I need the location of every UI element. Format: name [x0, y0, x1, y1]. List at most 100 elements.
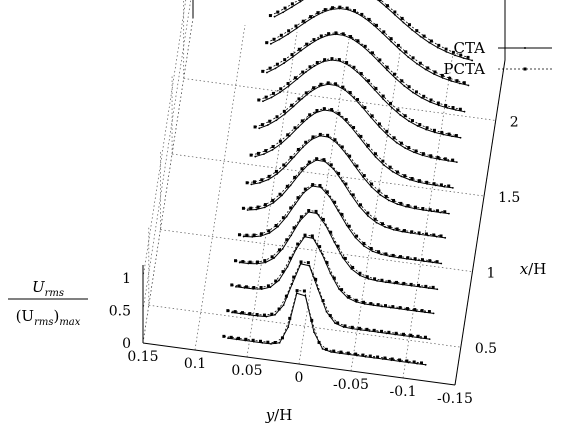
pcta-point: [256, 205, 260, 209]
cta-point: [272, 201, 275, 204]
pcta-point: [387, 279, 391, 283]
cta-line: [243, 185, 442, 265]
cta-point: [424, 311, 426, 314]
pcta-point: [394, 331, 398, 335]
cta-point: [380, 253, 383, 256]
cta-point: [295, 292, 298, 295]
cta-point: [366, 214, 369, 217]
pcta-point: [439, 234, 443, 238]
pcta-point: [454, 134, 458, 138]
grid: [142, 0, 506, 386]
cta-point: [360, 44, 363, 47]
cta-point: [290, 6, 293, 9]
cta-point: [463, 110, 466, 113]
pcta-point: [282, 109, 286, 113]
y-axis-label: x/H: [520, 260, 547, 278]
cta-point: [441, 77, 444, 79]
pcta-point: [329, 163, 333, 167]
pcta-point: [398, 358, 402, 362]
pcta-point: [309, 15, 313, 19]
pcta-point: [413, 257, 417, 261]
pcta-point: [244, 285, 248, 289]
cta-point: [289, 184, 292, 187]
cta-point: [325, 310, 328, 313]
y-tick-label: 2: [510, 114, 519, 130]
pcta-point: [286, 133, 290, 137]
pcta-point: [337, 171, 341, 175]
cta-point: [278, 38, 281, 41]
pcta-point: [428, 208, 432, 212]
pcta-point: [318, 132, 322, 136]
pcta-point: [424, 284, 428, 288]
pcta-point: [417, 179, 421, 183]
pcta-point: [308, 113, 312, 117]
pcta-point: [237, 233, 241, 237]
pcta-point: [241, 206, 245, 210]
profile-x-0: [222, 289, 427, 366]
pcta-point: [366, 143, 370, 147]
y-tick-label: 1: [486, 266, 495, 282]
cta-point: [238, 261, 241, 264]
cta-point: [416, 125, 419, 127]
cta-point: [445, 50, 448, 53]
grid-line-x-3: [183, 78, 496, 121]
profile-x-4: [237, 183, 443, 265]
profiles: [222, 0, 474, 366]
cta-point: [314, 111, 317, 114]
grid-line-x-2: [172, 153, 485, 197]
cta-point: [447, 159, 450, 162]
x-tick-label: 0.1: [184, 356, 206, 372]
cta-point: [428, 338, 431, 341]
pcta-point: [374, 23, 378, 27]
pcta-point: [365, 275, 369, 279]
pcta-point: [395, 227, 399, 231]
pcta-point: [245, 181, 249, 185]
grid-line-x-1: [160, 229, 473, 272]
pcta-point: [289, 206, 293, 210]
pcta-point: [383, 356, 387, 360]
pcta-line: [254, 82, 453, 161]
pcta-point: [345, 61, 349, 65]
frame-front-edge: [142, 342, 456, 386]
cta-point: [451, 135, 453, 138]
cta-point: [353, 164, 356, 167]
pcta-point: [259, 232, 263, 236]
pcta-point: [300, 119, 304, 123]
cta-line: [274, 0, 473, 61]
pcta-line: [231, 234, 430, 312]
pcta-point: [315, 61, 319, 65]
cta-point: [359, 274, 361, 277]
cta-point: [404, 147, 407, 150]
pcta-point: [415, 29, 419, 33]
pcta-line: [227, 261, 426, 338]
pcta-point: [325, 261, 329, 265]
pcta-point: [274, 224, 278, 228]
pcta-point: [377, 250, 381, 254]
pcta-point: [420, 361, 424, 365]
cta-point: [283, 62, 285, 64]
svg-text:Urms: Urms: [32, 278, 64, 299]
cta-point: [450, 80, 453, 82]
profile-x-12: [268, 0, 474, 62]
cta-point: [373, 356, 376, 359]
pcta-line: [262, 32, 461, 110]
pcta-point: [277, 248, 281, 252]
pcta-point: [351, 193, 355, 197]
pcta-point: [367, 17, 371, 21]
pcta-point: [240, 311, 244, 315]
pcta-point: [328, 314, 332, 318]
cta-point: [287, 33, 289, 36]
pcta-point: [293, 175, 297, 179]
pcta-point: [412, 360, 416, 364]
cta-point: [379, 193, 382, 196]
x-tick-label: 0: [295, 370, 304, 386]
pcta-point: [360, 12, 364, 16]
cta-point: [429, 101, 432, 103]
pcta-point: [356, 39, 360, 43]
pcta-point: [381, 159, 385, 163]
pcta-point: [340, 288, 344, 292]
profile-x-9: [257, 57, 462, 139]
pcta-point: [388, 165, 392, 169]
pcta-point: [273, 341, 277, 345]
cta-point: [313, 331, 315, 334]
